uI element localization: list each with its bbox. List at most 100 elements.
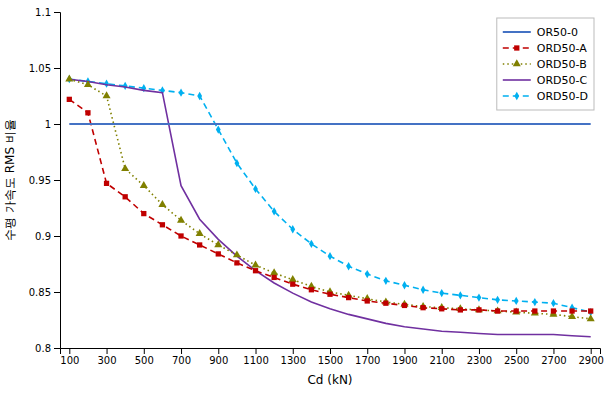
- series-marker: [494, 306, 502, 313]
- x-tick-mark: [144, 348, 145, 354]
- series-marker: [85, 110, 90, 115]
- series-marker: [420, 305, 425, 310]
- chart: 1003005007009001100130015001700190021002…: [0, 0, 614, 394]
- x-tick-label: 700: [172, 355, 191, 366]
- series-marker: [65, 75, 73, 82]
- series-marker: [439, 306, 444, 311]
- legend-label: ORD50-A: [537, 42, 587, 55]
- series-marker: [458, 307, 463, 312]
- x-tick: 500: [135, 348, 154, 366]
- x-tick-label: 500: [135, 355, 154, 366]
- series-marker: [177, 216, 185, 223]
- y-tick: 0.95: [29, 175, 60, 186]
- series-marker: [253, 185, 258, 193]
- legend-label: ORD50-C: [537, 74, 588, 87]
- legend-swatch: [503, 31, 531, 33]
- series-marker: [531, 309, 539, 316]
- y-tick: 1: [45, 119, 60, 130]
- series-line: [69, 79, 590, 312]
- y-tick-label: 0.95: [29, 175, 51, 186]
- y-tick-mark: [54, 124, 60, 125]
- legend-label: ORD50-D: [537, 90, 588, 103]
- x-tick-label: 1300: [281, 355, 306, 366]
- y-tick-mark: [54, 68, 60, 69]
- legend-box: [497, 18, 594, 110]
- legend-item: OR50-0: [503, 26, 578, 39]
- series-marker: [104, 181, 109, 186]
- series-marker: [365, 270, 370, 278]
- y-axis: 0.8 0.85 0.9 0.95 1 1.05 1.1: [29, 7, 61, 354]
- x-tick-label: 100: [60, 355, 79, 366]
- x-tick-mark: [404, 348, 405, 354]
- series-marker: [158, 200, 166, 207]
- x-axis: 1003005007009001100130015001700190021002…: [60, 348, 604, 366]
- x-tick-mark: [218, 348, 219, 354]
- series-marker: [84, 80, 92, 87]
- series: [67, 97, 594, 314]
- series-marker: [346, 295, 351, 300]
- x-tick-mark: [442, 348, 443, 354]
- series-marker: [233, 250, 241, 257]
- series-marker: [160, 222, 165, 227]
- series-line: [69, 79, 590, 337]
- y-tick-label: 0.8: [35, 343, 51, 354]
- series-marker: [309, 287, 314, 292]
- series-marker: [588, 308, 593, 313]
- legend-label: OR50-0: [537, 26, 578, 39]
- x-tick: 700: [172, 348, 191, 366]
- series: [69, 124, 590, 125]
- series-marker: [270, 268, 278, 275]
- series-marker: [383, 277, 388, 285]
- series-marker: [439, 289, 444, 297]
- legend-item: ORD50-A: [503, 42, 587, 55]
- x-tick-label: 900: [209, 355, 228, 366]
- series-marker: [197, 92, 202, 100]
- series-marker: [251, 260, 259, 267]
- series-marker: [365, 298, 370, 303]
- series-marker: [569, 308, 574, 313]
- series: [65, 75, 594, 322]
- x-tick: 1300: [281, 348, 306, 366]
- series-line: [69, 99, 590, 311]
- y-tick-label: 1.1: [35, 7, 51, 18]
- series-marker: [514, 308, 519, 313]
- legend-item: ORD50-B: [503, 58, 587, 71]
- series-marker: [290, 225, 295, 233]
- series-marker: [104, 80, 109, 88]
- y-tick-mark: [54, 348, 60, 349]
- x-tick: 1500: [318, 348, 343, 366]
- series-marker: [253, 268, 258, 273]
- x-tick: 100: [60, 348, 79, 366]
- series-marker: [346, 262, 351, 270]
- y-tick-label: 0.9: [35, 231, 51, 242]
- series-marker: [514, 297, 519, 305]
- x-tick: 2100: [429, 348, 454, 366]
- x-tick: 1900: [392, 348, 417, 366]
- legend-label: ORD50-B: [537, 58, 587, 71]
- x-tick-mark: [107, 348, 108, 354]
- y-tick: 1.05: [29, 63, 60, 74]
- legend-item: ORD50-C: [503, 74, 588, 87]
- y-tick: 0.8: [35, 343, 60, 354]
- series-marker: [383, 301, 388, 306]
- series-marker: [234, 159, 239, 167]
- x-axis-title: Cd (kN): [307, 373, 352, 387]
- legend-swatch: [503, 79, 531, 81]
- series-marker: [551, 308, 556, 313]
- x-tick-mark: [69, 348, 70, 354]
- legend: OR50-0 ORD50-A ORD50-B ORD50-C ORD50-D: [497, 18, 594, 110]
- series-marker: [67, 97, 72, 102]
- series-marker: [327, 292, 332, 297]
- y-tick-label: 0.85: [29, 287, 51, 298]
- series-marker: [495, 308, 500, 313]
- series-marker: [309, 240, 314, 248]
- series: [69, 79, 590, 337]
- series-marker: [475, 305, 483, 312]
- series-marker: [121, 164, 129, 171]
- x-tick: 2900: [578, 348, 603, 366]
- series-marker: [123, 82, 128, 90]
- x-tick-mark: [516, 348, 517, 354]
- series-marker: [196, 229, 204, 236]
- series-marker: [123, 194, 128, 199]
- x-tick-label: 2700: [541, 355, 566, 366]
